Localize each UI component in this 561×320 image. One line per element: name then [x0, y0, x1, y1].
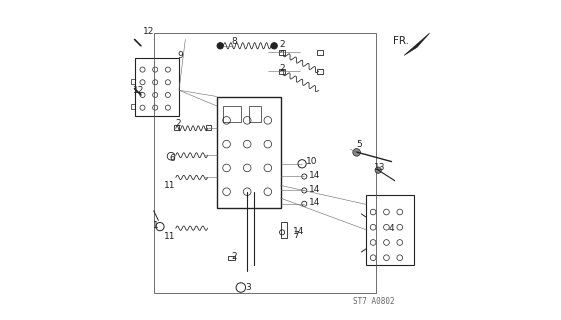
- Text: FR.: FR.: [393, 36, 409, 46]
- Bar: [249, 106, 261, 122]
- Text: 2: 2: [279, 63, 284, 73]
- Text: 14: 14: [309, 198, 320, 207]
- Text: 7: 7: [293, 231, 299, 240]
- Bar: [366, 195, 413, 265]
- Text: 12: 12: [142, 27, 154, 36]
- Bar: [317, 69, 323, 74]
- Polygon shape: [404, 33, 430, 55]
- Circle shape: [353, 148, 360, 156]
- Text: 8: 8: [231, 36, 237, 45]
- Text: 4: 4: [388, 224, 394, 233]
- Text: 14: 14: [309, 185, 320, 194]
- Circle shape: [375, 167, 381, 173]
- Bar: [279, 69, 284, 74]
- Bar: [131, 105, 135, 109]
- Text: ST7 A0802: ST7 A0802: [353, 297, 395, 306]
- Text: 10: 10: [306, 157, 318, 166]
- Bar: [131, 79, 135, 84]
- Bar: [135, 59, 179, 116]
- Text: 14: 14: [309, 171, 320, 180]
- Text: 2: 2: [279, 40, 284, 49]
- Text: 9: 9: [177, 51, 183, 60]
- Text: 5: 5: [357, 140, 362, 148]
- Text: 11: 11: [164, 232, 175, 241]
- Text: 12: 12: [133, 86, 144, 95]
- Text: 6: 6: [169, 154, 175, 163]
- Bar: [217, 97, 280, 208]
- Bar: [223, 106, 241, 122]
- Text: 11: 11: [164, 181, 175, 190]
- Text: 3: 3: [245, 283, 251, 292]
- Circle shape: [271, 43, 277, 49]
- Text: 2: 2: [176, 119, 181, 128]
- Text: 14: 14: [293, 227, 305, 236]
- Bar: [279, 50, 284, 55]
- Bar: [281, 222, 287, 238]
- Bar: [317, 50, 323, 55]
- Circle shape: [217, 43, 223, 49]
- Bar: [174, 125, 180, 131]
- Bar: [154, 33, 376, 293]
- Text: 2: 2: [231, 252, 237, 261]
- Bar: [206, 125, 211, 131]
- Text: 13: 13: [374, 164, 385, 172]
- Text: 1: 1: [153, 220, 159, 229]
- Bar: [228, 256, 235, 260]
